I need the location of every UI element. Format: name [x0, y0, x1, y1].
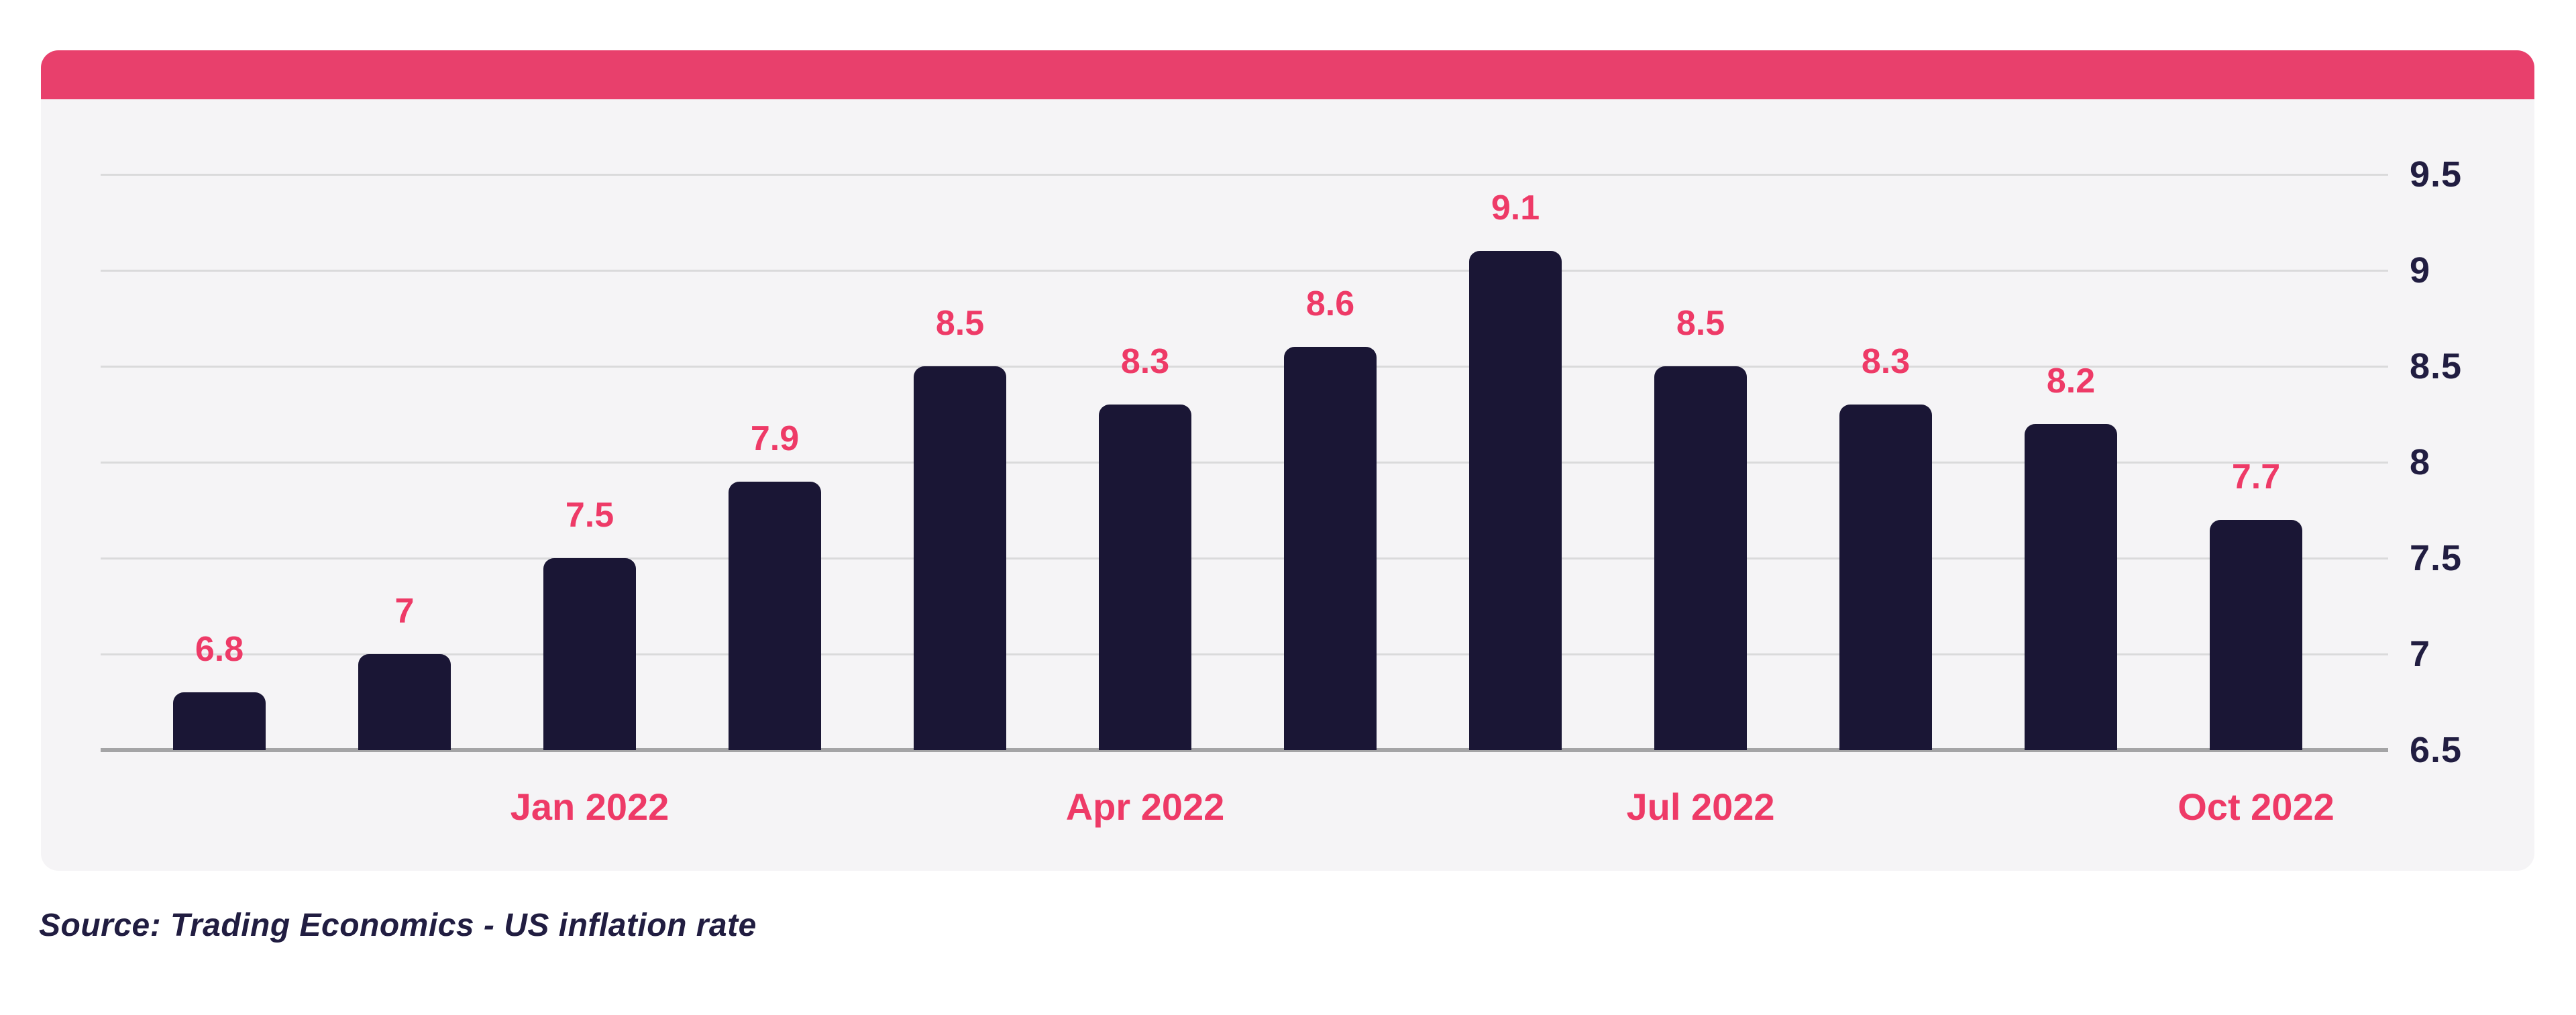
x-axis-month-label: Oct 2022 — [2178, 786, 2334, 828]
y-axis-tick-label: 9 — [2410, 250, 2431, 290]
y-axis-tick-label: 7.5 — [2410, 538, 2463, 578]
bar-value-label: 8.3 — [1120, 342, 1170, 382]
bar — [2210, 519, 2302, 750]
gridline — [101, 366, 2388, 368]
gridline — [101, 270, 2388, 272]
gridline — [101, 462, 2388, 464]
bar — [1469, 251, 1562, 750]
gridline — [101, 174, 2388, 176]
bar-value-label: 7 — [394, 592, 415, 631]
source-note: Source: Trading Economics - US inflation… — [39, 908, 757, 943]
bar — [729, 481, 821, 750]
bar — [358, 654, 451, 750]
bar-value-label: 9.1 — [1491, 189, 1540, 228]
bar-value-label: 7.5 — [565, 496, 614, 535]
y-axis-tick-label: 6.5 — [2410, 730, 2463, 770]
bar-value-label: 8.6 — [1305, 284, 1355, 324]
bar-value-label: 7.7 — [2231, 457, 2281, 496]
x-axis-month-label: Jul 2022 — [1626, 786, 1775, 828]
bar-value-label: 7.9 — [750, 419, 800, 458]
bar — [914, 366, 1006, 750]
bar-value-label: 6.8 — [195, 630, 244, 670]
card-header-bar — [41, 50, 2534, 99]
bar — [543, 558, 636, 750]
gridline — [101, 557, 2388, 559]
bar — [173, 692, 266, 750]
y-axis-tick-label: 9.5 — [2410, 154, 2463, 195]
bar-value-label: 8.2 — [2046, 361, 2096, 400]
bar — [1284, 347, 1377, 750]
bar — [2025, 423, 2117, 750]
x-axis-line — [101, 748, 2388, 752]
bar — [1839, 405, 1932, 750]
bar-value-label: 8.5 — [1676, 304, 1725, 343]
bar — [1654, 366, 1747, 750]
y-axis-tick-label: 8 — [2410, 442, 2431, 482]
bar-value-label: 8.5 — [935, 304, 985, 343]
bar — [1099, 405, 1191, 750]
y-axis-tick-label: 7 — [2410, 634, 2431, 674]
y-axis-tick-label: 8.5 — [2410, 346, 2463, 386]
gridline — [101, 653, 2388, 655]
x-axis-month-label: Apr 2022 — [1065, 786, 1225, 828]
bar-value-label: 8.3 — [1861, 342, 1911, 382]
x-axis-month-label: Jan 2022 — [510, 786, 669, 828]
